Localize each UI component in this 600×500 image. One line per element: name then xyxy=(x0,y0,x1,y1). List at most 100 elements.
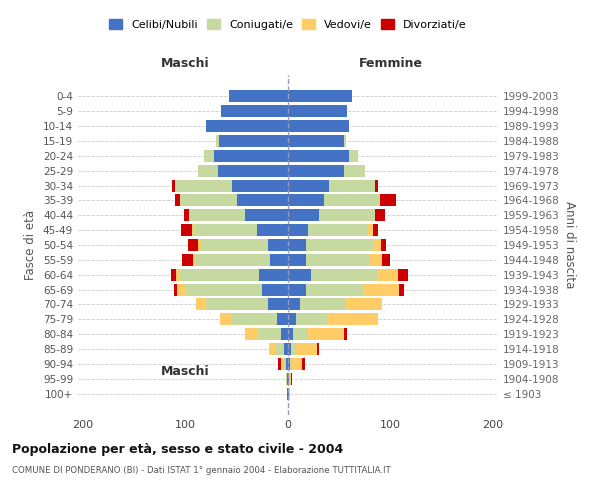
Bar xyxy=(380,194,395,206)
Bar xyxy=(245,210,288,221)
Bar xyxy=(181,194,237,206)
Bar xyxy=(288,314,296,325)
Bar xyxy=(286,358,288,370)
Bar xyxy=(288,90,352,102)
Bar xyxy=(319,210,375,221)
Bar xyxy=(185,284,262,296)
Bar xyxy=(262,284,288,296)
Bar xyxy=(229,90,288,102)
Bar xyxy=(237,194,288,206)
Bar xyxy=(281,358,283,370)
Bar xyxy=(182,254,193,266)
Text: Popolazione per età, sesso e stato civile - 2004: Popolazione per età, sesso e stato civil… xyxy=(12,442,343,456)
Bar xyxy=(193,254,196,266)
Bar xyxy=(302,358,305,370)
Bar xyxy=(288,224,308,236)
Bar xyxy=(194,224,257,236)
Text: Femmine: Femmine xyxy=(358,57,422,70)
Bar xyxy=(287,388,288,400)
Bar xyxy=(276,343,284,355)
Bar xyxy=(288,328,293,340)
Bar xyxy=(288,373,289,384)
Bar xyxy=(214,150,288,162)
Bar xyxy=(288,135,344,147)
Bar xyxy=(268,298,288,310)
Bar xyxy=(288,150,349,162)
Bar xyxy=(288,343,291,355)
Bar xyxy=(201,239,268,251)
Bar xyxy=(288,298,300,310)
Bar xyxy=(221,106,288,117)
Bar xyxy=(375,210,385,221)
Bar xyxy=(329,180,375,192)
Bar xyxy=(344,165,365,176)
Bar xyxy=(308,328,344,340)
Bar xyxy=(269,254,288,266)
Bar xyxy=(196,298,206,310)
Bar xyxy=(171,269,176,280)
Bar xyxy=(288,106,347,117)
Bar xyxy=(269,343,276,355)
Bar xyxy=(289,388,290,400)
Bar xyxy=(289,373,291,384)
Bar xyxy=(346,298,382,310)
Bar xyxy=(188,239,198,251)
Bar xyxy=(308,224,368,236)
Bar xyxy=(327,314,378,325)
Bar xyxy=(220,135,288,147)
Bar xyxy=(377,269,398,280)
Bar xyxy=(198,239,201,251)
Bar xyxy=(296,314,327,325)
Bar xyxy=(288,210,319,221)
Bar xyxy=(281,328,288,340)
Bar xyxy=(174,284,178,296)
Bar xyxy=(218,165,288,176)
Bar xyxy=(292,358,302,370)
Bar xyxy=(196,254,269,266)
Bar xyxy=(290,358,292,370)
Bar xyxy=(368,224,373,236)
Bar xyxy=(349,150,358,162)
Bar xyxy=(370,254,382,266)
Bar xyxy=(382,254,391,266)
Bar xyxy=(172,180,175,192)
Bar xyxy=(188,210,245,221)
Bar xyxy=(288,194,324,206)
Bar xyxy=(307,284,363,296)
Bar xyxy=(288,120,349,132)
Bar xyxy=(206,298,268,310)
Bar xyxy=(284,343,288,355)
Bar xyxy=(288,388,289,400)
Bar xyxy=(175,180,232,192)
Bar xyxy=(398,284,404,296)
Bar xyxy=(230,314,277,325)
Bar xyxy=(344,328,347,340)
Bar xyxy=(192,224,194,236)
Bar xyxy=(216,135,220,147)
Bar xyxy=(257,224,288,236)
Text: Maschi: Maschi xyxy=(161,366,210,378)
Bar xyxy=(324,194,380,206)
Bar xyxy=(373,239,381,251)
Bar xyxy=(277,314,288,325)
Bar xyxy=(288,239,307,251)
Bar xyxy=(206,120,288,132)
Bar xyxy=(278,358,281,370)
Bar xyxy=(259,269,288,280)
Text: Maschi: Maschi xyxy=(161,57,210,70)
Bar xyxy=(307,254,370,266)
Bar xyxy=(288,165,344,176)
Bar xyxy=(283,358,286,370)
Bar xyxy=(311,269,377,280)
Legend: Celibi/Nubili, Coniugati/e, Vedovi/e, Divorziati/e: Celibi/Nubili, Coniugati/e, Vedovi/e, Di… xyxy=(109,20,467,30)
Bar xyxy=(398,269,408,280)
Bar xyxy=(176,269,179,280)
Bar xyxy=(344,135,346,147)
Bar xyxy=(296,343,317,355)
Bar xyxy=(363,284,398,296)
Bar xyxy=(288,284,307,296)
Y-axis label: Anni di nascita: Anni di nascita xyxy=(563,202,576,288)
Bar xyxy=(291,343,296,355)
Bar xyxy=(175,194,181,206)
Bar xyxy=(288,254,307,266)
